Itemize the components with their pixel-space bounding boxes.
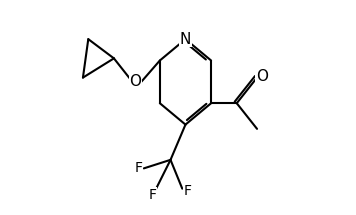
Text: F: F [184, 184, 192, 198]
Text: O: O [256, 69, 268, 84]
Text: O: O [129, 74, 141, 89]
Text: F: F [135, 161, 142, 175]
Text: N: N [180, 32, 191, 47]
Text: F: F [148, 188, 156, 202]
